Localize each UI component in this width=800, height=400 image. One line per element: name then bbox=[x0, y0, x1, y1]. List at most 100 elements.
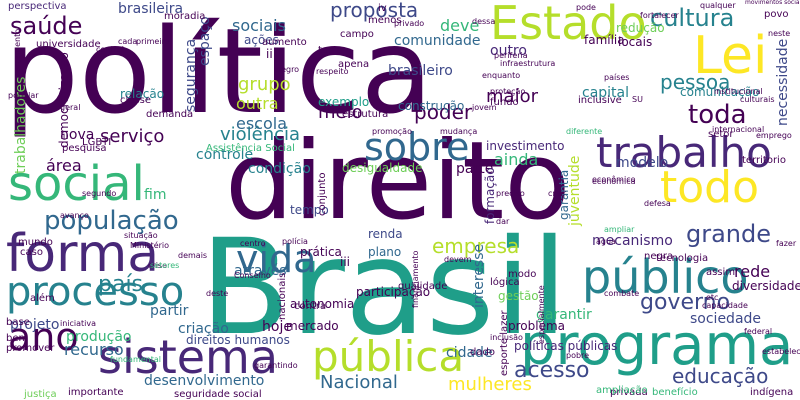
word: negro bbox=[276, 65, 300, 74]
word: poder bbox=[414, 100, 473, 124]
word: direitos humanos bbox=[186, 333, 290, 347]
word: proposta bbox=[330, 0, 419, 22]
word: brasileira bbox=[118, 1, 184, 17]
word: contra bbox=[294, 301, 327, 312]
word: sistema bbox=[98, 330, 279, 384]
word: capacidade bbox=[702, 301, 748, 310]
word: iii bbox=[340, 255, 351, 269]
word: modelo bbox=[616, 155, 669, 171]
word: vida bbox=[236, 237, 317, 281]
word: acesso bbox=[514, 358, 590, 383]
word: espaço bbox=[197, 16, 213, 66]
word: hoje bbox=[262, 319, 292, 335]
word: controle bbox=[196, 147, 254, 163]
word: tecnologia bbox=[656, 253, 709, 264]
word: rede bbox=[734, 262, 771, 281]
word: pesquisa bbox=[62, 143, 107, 154]
word: econômica bbox=[592, 177, 636, 186]
word: maior bbox=[486, 86, 538, 107]
word: toda bbox=[688, 100, 747, 130]
word: fundo bbox=[490, 97, 519, 108]
word: comunidade bbox=[394, 33, 481, 49]
word: econômico bbox=[592, 175, 636, 184]
word: dado bbox=[470, 347, 495, 358]
word: fundamental bbox=[110, 355, 161, 364]
word: devem bbox=[444, 255, 472, 264]
word: locais bbox=[618, 35, 653, 49]
word: capital bbox=[582, 85, 630, 101]
word: demais bbox=[178, 251, 208, 260]
word: plano bbox=[368, 245, 402, 259]
word: criação bbox=[178, 321, 229, 337]
word: benefício bbox=[652, 387, 698, 398]
word: pobre bbox=[566, 351, 590, 360]
word: projeto bbox=[10, 317, 60, 333]
word: mundo bbox=[18, 237, 53, 248]
word: Brasil bbox=[200, 211, 568, 365]
word: bem bbox=[6, 333, 29, 344]
word: institucional bbox=[714, 87, 763, 96]
word: água bbox=[596, 237, 616, 246]
word: universidade bbox=[36, 39, 101, 50]
word: setor bbox=[708, 129, 734, 140]
word: construção bbox=[398, 99, 465, 113]
word: promoção bbox=[372, 127, 412, 136]
word: estabelecer bbox=[762, 347, 800, 356]
word: violência bbox=[220, 124, 301, 145]
word: segundo bbox=[82, 189, 117, 198]
word: problema bbox=[508, 319, 566, 333]
word: políticas públicas bbox=[514, 339, 618, 353]
word: garantindo bbox=[254, 361, 298, 370]
word: fim bbox=[144, 187, 167, 203]
word: nova bbox=[60, 127, 95, 143]
word: defesa bbox=[644, 199, 671, 208]
word: brasileiro bbox=[388, 63, 453, 79]
word: setores bbox=[150, 261, 180, 270]
word: recurso bbox=[64, 340, 124, 359]
word: ampliar bbox=[604, 225, 635, 234]
word: inclusão bbox=[490, 333, 523, 342]
word: grande bbox=[686, 220, 772, 248]
word: campo bbox=[340, 29, 374, 40]
word: respeito bbox=[316, 67, 349, 76]
word: inclusive bbox=[578, 95, 622, 106]
word: menos bbox=[368, 15, 402, 26]
word: territorio bbox=[742, 155, 786, 166]
word: fortalecer bbox=[640, 11, 679, 20]
word: programa bbox=[520, 313, 794, 378]
word: saúde bbox=[10, 12, 83, 40]
word: parte bbox=[456, 161, 494, 177]
word: relação bbox=[120, 87, 165, 101]
word: criar bbox=[548, 189, 567, 198]
word: primeiro bbox=[136, 37, 170, 46]
word: emprego bbox=[756, 131, 792, 140]
word: grupo bbox=[238, 74, 291, 95]
word: situação bbox=[124, 231, 158, 240]
word: assim bbox=[706, 267, 736, 278]
word: polícia bbox=[282, 237, 308, 246]
word: prática bbox=[300, 245, 342, 259]
word: direito bbox=[225, 119, 571, 244]
word: outro bbox=[490, 43, 527, 59]
word: centro bbox=[240, 239, 266, 248]
word: mecanismo bbox=[592, 233, 673, 249]
word: segurança bbox=[183, 38, 199, 112]
word: país bbox=[98, 272, 144, 297]
word: qualidade bbox=[398, 281, 448, 292]
word: periferia bbox=[494, 51, 528, 60]
word: iv bbox=[378, 3, 387, 14]
word: todo bbox=[660, 162, 760, 213]
word: mudança bbox=[440, 127, 478, 136]
word: promover bbox=[6, 343, 55, 354]
word: desigualdade bbox=[342, 161, 423, 175]
word: privado bbox=[394, 19, 425, 28]
word: enquanto bbox=[482, 71, 521, 80]
word: classe bbox=[120, 95, 151, 106]
word: indígena bbox=[750, 387, 794, 398]
word: terra bbox=[318, 45, 343, 56]
word: esporte lazer bbox=[499, 310, 510, 376]
word: Assistência Social bbox=[206, 143, 295, 154]
word: partir bbox=[150, 303, 189, 319]
word: política bbox=[4, 2, 433, 140]
